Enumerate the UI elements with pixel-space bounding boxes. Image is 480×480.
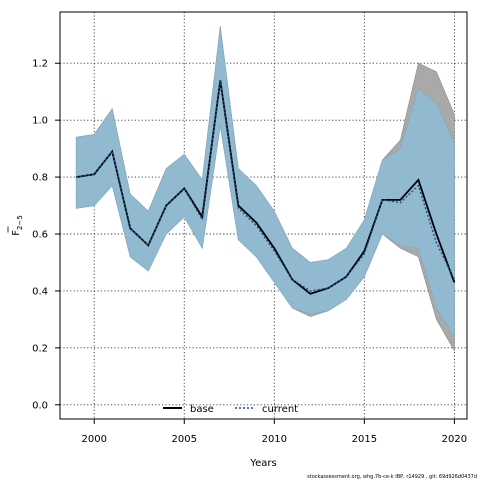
- y-tick-label: 1.0: [32, 116, 48, 127]
- x-axis: 2000 2005 2010 2015 2020: [81, 419, 467, 445]
- y-tick-label: 0.8: [32, 173, 48, 184]
- y-tick-label: 0.2: [32, 343, 48, 354]
- y-axis-title-main: F: [11, 230, 22, 236]
- legend: base current: [163, 404, 298, 415]
- x-tick-label: 2005: [172, 434, 197, 445]
- x-tick-label: 2015: [352, 434, 377, 445]
- y-tick-label: 0.4: [32, 286, 48, 297]
- band-current: [75, 26, 455, 338]
- y-tick-label: 1.2: [32, 59, 48, 70]
- legend-label-current: current: [262, 404, 298, 415]
- x-tick-label: 2000: [81, 434, 106, 445]
- series-line-base: [76, 80, 456, 295]
- y-tick-label: 0.0: [32, 400, 48, 411]
- x-tick-label: 2010: [262, 434, 287, 445]
- svg-text:F2−5: F2−5: [11, 215, 24, 236]
- x-axis-title: Years: [249, 458, 276, 469]
- legend-label-base: base: [190, 404, 214, 415]
- y-axis-title-sub: 2−5: [16, 215, 24, 230]
- y-tick-label: 0.6: [32, 230, 48, 241]
- footer-credit: stockassessment.org, whg.7b-ce-k IBP, r1…: [307, 474, 477, 480]
- confidence-bands: [75, 26, 455, 352]
- y-axis-title: F2−5: [7, 215, 24, 236]
- series-lines: [76, 80, 456, 295]
- x-tick-label: 2020: [442, 434, 467, 445]
- plot-frame: [59, 11, 468, 420]
- y-axis: 0.0 0.2 0.4 0.6 0.8 1.0 1.2: [32, 59, 60, 411]
